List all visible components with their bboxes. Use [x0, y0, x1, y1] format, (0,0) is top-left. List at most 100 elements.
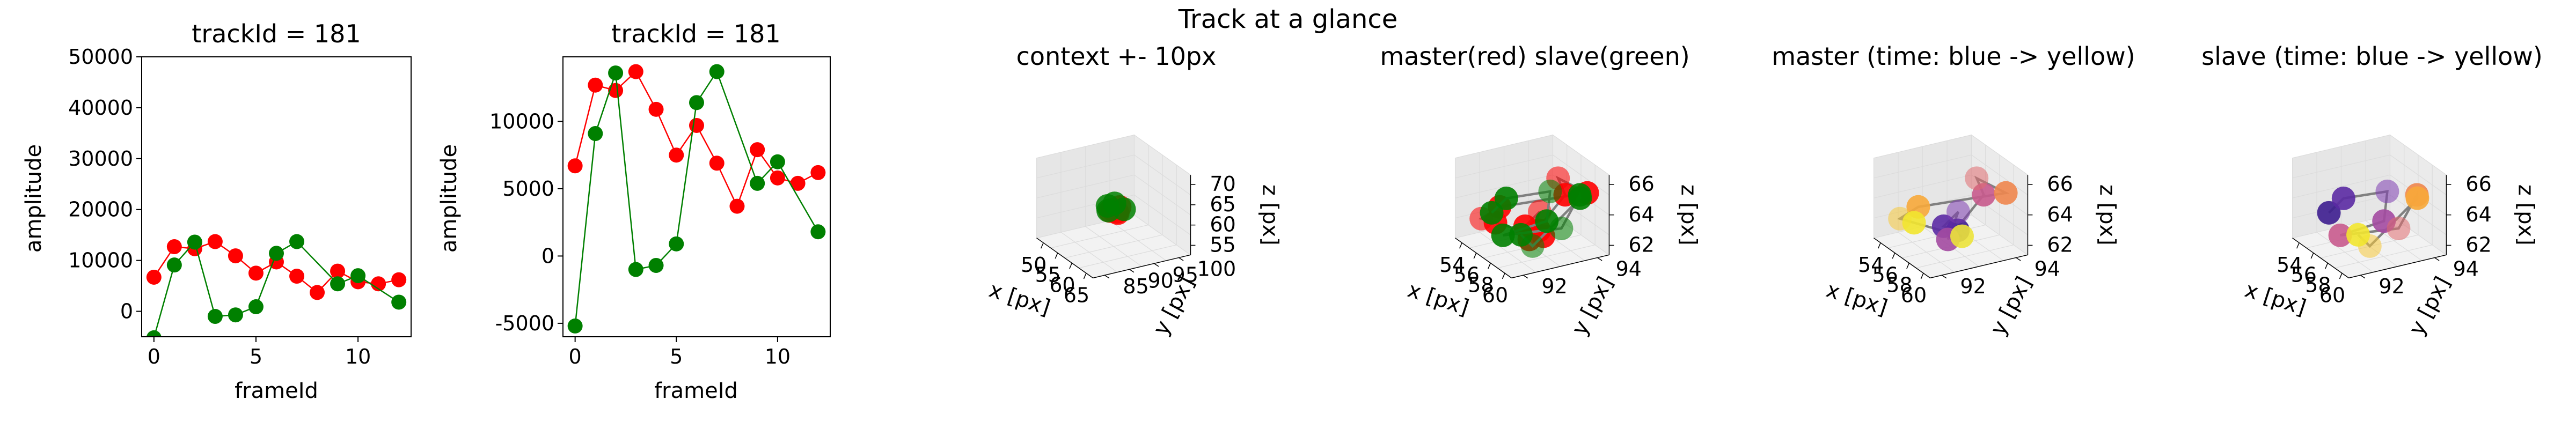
y-tick-label: 94 [2035, 257, 2060, 280]
y-tick-label: 90 [1147, 269, 1173, 292]
z-tick-label: 70 [1210, 172, 1235, 196]
x-tick-label: 10 [765, 345, 791, 368]
y-tick-mark [1129, 269, 1135, 273]
data-point [391, 294, 407, 310]
x-tick-label: 0 [148, 345, 160, 368]
slave-time-point [2375, 179, 2399, 203]
z-tick-label: 62 [2465, 233, 2491, 256]
data-point [350, 268, 366, 284]
data-point [669, 236, 684, 252]
y-axis-label: y [px] [1986, 272, 2037, 339]
x-axis-line [1874, 238, 1931, 278]
x-tick-label: 58 [1468, 273, 1494, 297]
x-tick-mark [1069, 263, 1073, 269]
data-point [810, 165, 826, 180]
x-tick-mark [1892, 253, 1896, 259]
data-point [588, 77, 603, 93]
x-tick-label: 10 [345, 345, 371, 368]
data-point [567, 318, 583, 334]
chart-title: master (time: blue -> yellow) [1772, 42, 2135, 71]
z-tick-label: 66 [2465, 172, 2491, 196]
grid-line [1134, 154, 1191, 195]
z-tick-label: 62 [2047, 233, 2073, 256]
data-point [248, 299, 264, 315]
y-tick-label: 0 [541, 244, 554, 268]
figure-suptitle: Track at a glance [1178, 4, 1398, 34]
axes-frame [562, 56, 831, 337]
data-point [207, 309, 223, 324]
y-tick-mark [1104, 275, 1110, 279]
grid-line [2292, 174, 2390, 198]
x-tick-mark [1906, 263, 1910, 269]
data-point [648, 257, 664, 273]
y-tick-mark [1941, 275, 1947, 279]
grid-line [1455, 174, 1553, 198]
data-point [669, 147, 684, 163]
data-point [166, 257, 182, 273]
x-tick-label: 56 [2291, 263, 2317, 287]
y-axis-line [1930, 254, 2028, 279]
grid-line [1874, 174, 1972, 198]
master-time-point [1902, 211, 1926, 235]
chart-title: slave (time: blue -> yellow) [2201, 42, 2543, 71]
data-point [750, 142, 765, 158]
x-tick-label: 5 [250, 345, 262, 368]
data-point [289, 234, 305, 249]
chart-title: trackId = 181 [192, 19, 361, 48]
y-tick-mark [2434, 257, 2440, 261]
x-tick-mark [1920, 273, 1924, 279]
x-tick-label: 60 [1901, 283, 1927, 307]
grid-line [1134, 174, 1191, 216]
y-tick-mark [1179, 257, 1184, 261]
x-tick-mark [1055, 253, 1058, 259]
grid-line [1553, 154, 1609, 195]
data-point [228, 248, 243, 264]
data-point [248, 265, 264, 281]
grid-line [2334, 245, 2433, 269]
data-point [330, 263, 346, 279]
grid-line [1109, 220, 1167, 261]
y-tick-mark [2016, 257, 2021, 261]
x-tick-label: 50 [1021, 253, 1046, 277]
y-tick-label: 40000 [68, 96, 133, 120]
data-point [289, 269, 305, 284]
x-tick-label: 56 [1454, 263, 1480, 287]
y-axis-label: amplitude [21, 144, 46, 253]
grid-line [1455, 154, 1553, 179]
y-tick-label: 20000 [68, 198, 133, 221]
master-time-point [1994, 181, 2018, 205]
y-tick-label: 94 [2453, 257, 2479, 280]
master-time-point [1965, 166, 1989, 190]
z-tick-label: 55 [1210, 233, 1235, 256]
data-point [371, 276, 386, 292]
y-tick-label: 92 [1541, 275, 1567, 298]
x-tick-mark [2310, 253, 2314, 259]
chart-title: master(red) slave(green) [1380, 42, 1689, 71]
data-point [269, 246, 284, 261]
grid-line [2390, 154, 2447, 195]
z-tick-label: 60 [1210, 213, 1235, 236]
x-tick-mark [1459, 242, 1462, 249]
data-point [608, 65, 624, 81]
x-tick-mark [1473, 253, 1477, 259]
x-tick-mark [1040, 242, 1044, 249]
data-point [146, 269, 162, 285]
axes-frame [141, 56, 412, 337]
data-point [567, 158, 583, 174]
x-tick-mark [1877, 242, 1881, 249]
data-point [689, 117, 704, 133]
z-axis-label: z [px] [2095, 184, 2119, 246]
y-tick-label: 94 [1616, 257, 1642, 280]
z-tick-label: 64 [1628, 203, 1654, 226]
z-tick-label: 64 [2465, 203, 2491, 226]
y-axis-line [1511, 254, 1609, 279]
x-tick-mark [2325, 263, 2329, 269]
grid-line [1079, 245, 1177, 269]
z-axis-label: z [px] [1676, 184, 1701, 246]
data-point [810, 224, 826, 240]
x-tick-mark [1502, 273, 1505, 279]
y-axis-line [2348, 254, 2447, 279]
